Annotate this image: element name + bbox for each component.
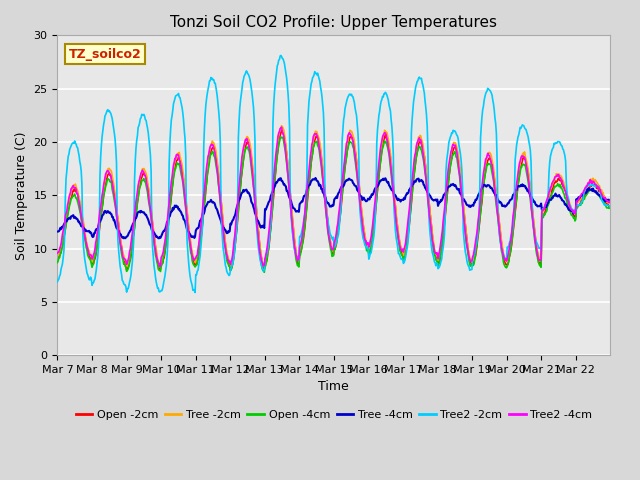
- Title: Tonzi Soil CO2 Profile: Upper Temperatures: Tonzi Soil CO2 Profile: Upper Temperatur…: [170, 15, 497, 30]
- Y-axis label: Soil Temperature (C): Soil Temperature (C): [15, 131, 28, 260]
- X-axis label: Time: Time: [319, 381, 349, 394]
- Legend: Open -2cm, Tree -2cm, Open -4cm, Tree -4cm, Tree2 -2cm, Tree2 -4cm: Open -2cm, Tree -2cm, Open -4cm, Tree -4…: [71, 406, 596, 424]
- Text: TZ_soilco2: TZ_soilco2: [68, 48, 141, 61]
